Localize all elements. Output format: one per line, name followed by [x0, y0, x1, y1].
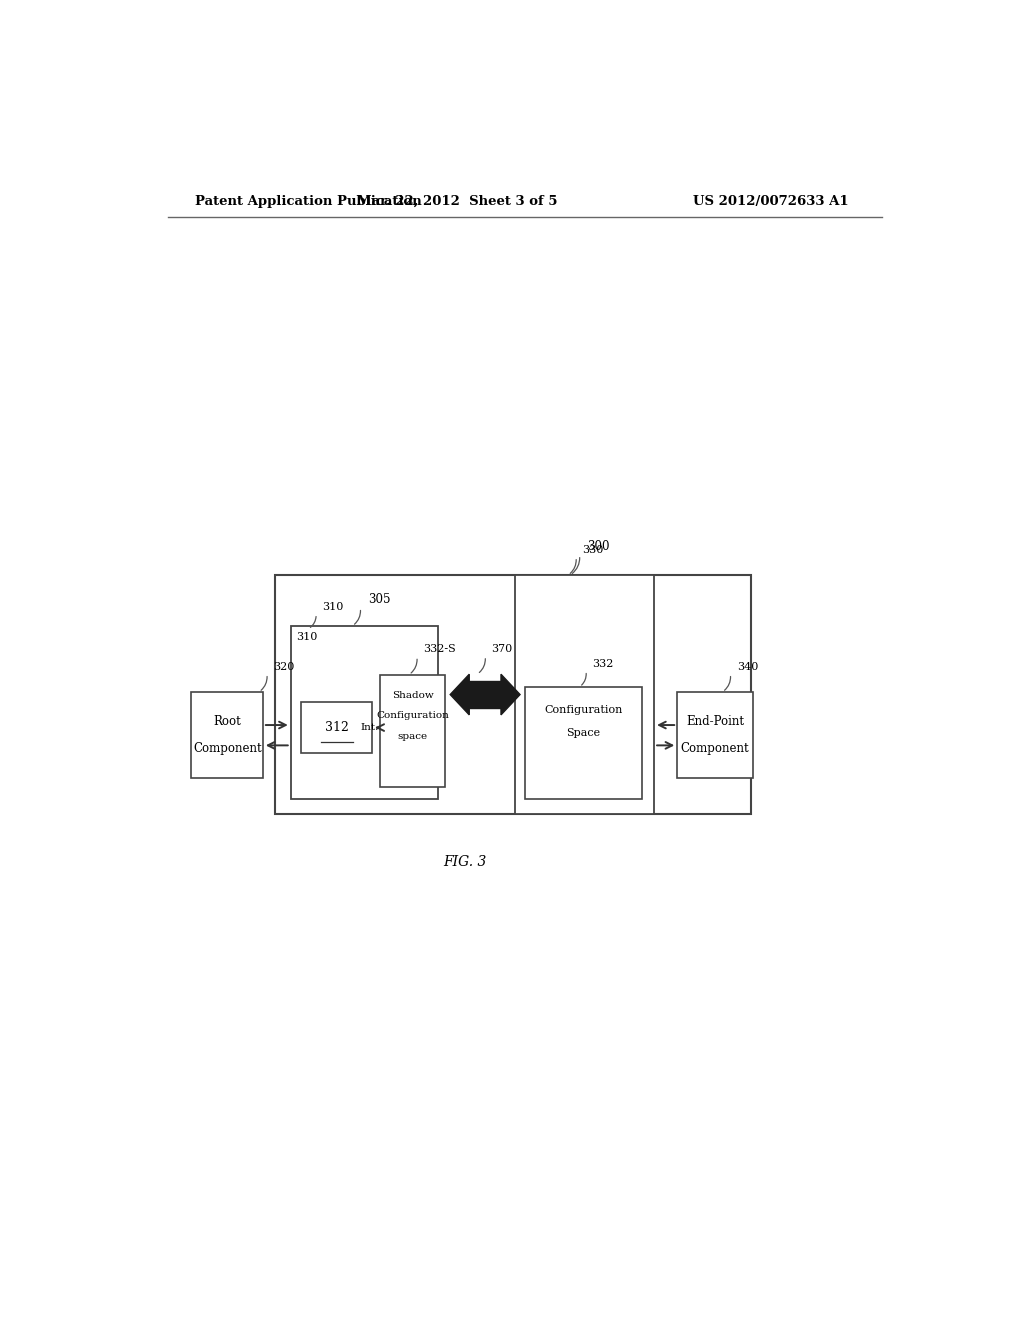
Bar [301, 702, 373, 752]
Text: 340: 340 [736, 661, 758, 672]
Text: 320: 320 [273, 661, 295, 672]
Text: FIG. 3: FIG. 3 [443, 854, 487, 869]
Bar [677, 692, 753, 779]
Text: US 2012/0072633 A1: US 2012/0072633 A1 [693, 194, 849, 207]
Bar [274, 576, 751, 814]
Text: 300: 300 [588, 540, 610, 553]
Text: End-Point: End-Point [686, 715, 743, 729]
Text: 310: 310 [323, 602, 344, 611]
Text: Int.: Int. [360, 723, 379, 733]
Text: 312: 312 [325, 721, 348, 734]
Text: Component: Component [681, 742, 750, 755]
Bar [191, 692, 263, 779]
FancyArrow shape [501, 675, 520, 715]
Text: Root: Root [213, 715, 241, 729]
Text: Space: Space [566, 727, 601, 738]
Text: 310: 310 [296, 632, 317, 642]
Text: 330: 330 [583, 545, 604, 554]
Bar [524, 686, 642, 799]
Text: Configuration: Configuration [377, 711, 450, 721]
Text: Shadow: Shadow [392, 690, 434, 700]
Text: Configuration: Configuration [545, 705, 623, 715]
Text: 332-S: 332-S [423, 644, 456, 655]
Text: 305: 305 [369, 593, 391, 606]
Text: Component: Component [193, 742, 261, 755]
Text: Patent Application Publication: Patent Application Publication [196, 194, 422, 207]
Text: Second Bridge: Second Bridge [541, 777, 629, 789]
Text: 370: 370 [492, 644, 513, 653]
Text: Mar. 22, 2012  Sheet 3 of 5: Mar. 22, 2012 Sheet 3 of 5 [357, 194, 558, 207]
Bar [291, 626, 437, 799]
Bar [380, 675, 445, 787]
Text: space: space [398, 731, 428, 741]
Bar [515, 576, 654, 814]
Text: 332: 332 [592, 659, 613, 669]
Bar [469, 681, 501, 708]
FancyArrow shape [451, 675, 469, 715]
